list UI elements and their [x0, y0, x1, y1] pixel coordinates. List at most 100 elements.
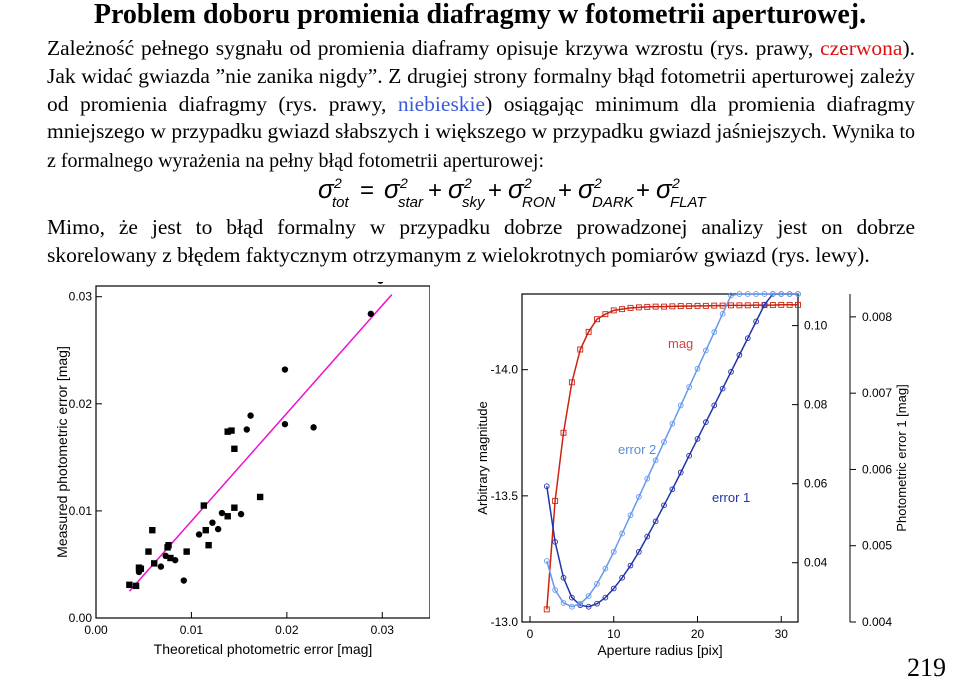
- formula-sigma-1: σ: [318, 176, 335, 204]
- curve-marker: [744, 291, 751, 297]
- aperture-plot-frame: [521, 293, 799, 623]
- curve-marker: [669, 303, 676, 310]
- curve-marker: [636, 494, 642, 500]
- scatter-point-square: [167, 554, 174, 562]
- aperture-y-left-label: Arbitrary magnitude: [475, 401, 490, 514]
- curve-marker: [686, 452, 692, 459]
- aperture-y-right-tick-label: 0.005: [862, 539, 892, 553]
- aperture-y-mid-tick-label: 0.04: [804, 556, 828, 570]
- curve-marker: [719, 310, 726, 317]
- scatter-plot-frame: [95, 285, 430, 619]
- aperture-x-tick-label: 30: [775, 627, 789, 641]
- curve-marker: [585, 603, 592, 610]
- curve-marker: [703, 347, 709, 354]
- curve-marker: [552, 539, 558, 545]
- curve-marker: [569, 603, 575, 610]
- curve-marker: [568, 379, 575, 386]
- scatter-point-circle: [310, 424, 317, 431]
- curve-marker: [686, 384, 692, 390]
- curve-marker: [677, 402, 684, 409]
- formula-sub-ron: RON: [522, 194, 556, 211]
- curve-marker: [644, 475, 651, 482]
- aperture-chart: 0 10 20 30 -14.0 -13.5 -13.0 0.10 0.08 0.06 0.04 0.…: [475, 291, 909, 658]
- aperture-y-left-tick-label: -13.5: [491, 489, 519, 503]
- scatter-x-tick-label: 0.00: [84, 623, 108, 637]
- curve-marker: [594, 316, 600, 323]
- curve-marker: [736, 352, 743, 358]
- scatter-point-circle: [281, 420, 289, 428]
- curve-error-2: [546, 293, 798, 608]
- scatter-point-circle: [195, 531, 203, 538]
- formula-sub-star: star: [398, 194, 424, 211]
- formula-exp-6: 2: [671, 176, 680, 191]
- formula-sigma-5: σ: [578, 176, 595, 204]
- curve-marker: [711, 402, 718, 409]
- formula-sub-tot: tot: [332, 194, 350, 211]
- formula-exp-4: 2: [523, 176, 532, 191]
- curve-marker: [728, 368, 734, 375]
- scatter-point-circle: [157, 563, 165, 570]
- scatter-y-tick-label: 0.03: [69, 290, 93, 304]
- scatter-point-square: [165, 541, 172, 549]
- intro-text-3: ) osiągając minimum dla promienia diafra…: [47, 91, 915, 144]
- curve-marker: [577, 346, 584, 353]
- scatter-y-tick-label: 0.01: [69, 504, 93, 518]
- curve-marker: [610, 585, 617, 592]
- curve-marker: [610, 307, 617, 314]
- formula-equals: =: [360, 177, 374, 204]
- curve-marker: [619, 574, 625, 581]
- curve-marker: [577, 600, 584, 607]
- scatter-point-circle: [367, 310, 375, 318]
- slide-title: Problem doboru promienia diafragmy w fot…: [93, 0, 867, 30]
- scatter-x-tick-label: 0.03: [371, 623, 395, 637]
- scatter-point-square: [149, 526, 156, 534]
- curve-marker: [543, 606, 550, 613]
- aperture-y-right-label: Photometric error 1 [mag]: [894, 384, 909, 531]
- scatter-point-square: [145, 548, 152, 555]
- scatter-x-tick-label: 0.02: [275, 623, 299, 637]
- aperture-y-left-tick-label: -14.0: [491, 363, 519, 377]
- scatter-y-axis-label: Measured photometric error [mag]: [54, 346, 70, 558]
- scatter-point-square: [183, 548, 190, 555]
- scatter-point-square: [228, 427, 235, 434]
- curve-marker: [778, 301, 785, 308]
- curve-marker: [585, 328, 592, 335]
- curve-marker: [594, 581, 600, 587]
- curve-marker: [627, 304, 634, 311]
- formula-sigma-3: σ: [448, 176, 465, 204]
- curve-marker: [627, 512, 634, 519]
- curve-marker: [543, 483, 550, 490]
- scatter-x-tick-label: 0.01: [180, 623, 204, 637]
- scatter-point-circle: [243, 426, 250, 433]
- formula-sigma-2: σ: [384, 176, 401, 204]
- red-curve-label: czerwona: [820, 36, 903, 60]
- formula-exp-1: 2: [333, 176, 342, 191]
- aperture-y-right-tick-label: 0.004: [862, 615, 892, 629]
- curve-marker: [795, 301, 801, 308]
- scatter-point-circle: [180, 577, 187, 584]
- curve-marker: [602, 311, 609, 318]
- curve-error-1: [546, 293, 798, 608]
- curve-marker: [761, 291, 768, 297]
- scatter-point-circle: [135, 568, 143, 576]
- aperture-x-tick-label: 10: [607, 627, 621, 641]
- scatter-point-square: [256, 493, 264, 501]
- curve-marker: [669, 420, 676, 427]
- curve-marker: [552, 587, 558, 593]
- curve-marker: [594, 600, 600, 607]
- aperture-y-left-tick-label: -13.0: [491, 615, 519, 629]
- aperture-x-axis-label: Aperture radius [pix]: [597, 642, 722, 658]
- curve-marker: [736, 302, 743, 309]
- scatter-point-square: [202, 526, 209, 534]
- curve-marker: [543, 558, 550, 564]
- curve-marker: [669, 486, 676, 493]
- formula-plus-1: +: [428, 177, 442, 204]
- mag-curve-label: mag: [668, 336, 693, 351]
- curve-marker: [744, 335, 751, 342]
- curve-marker: [711, 302, 718, 309]
- curve-marker: [677, 469, 684, 476]
- curve-marker: [795, 291, 801, 297]
- formula-sigma-6: σ: [656, 176, 673, 204]
- curve-marker: [753, 318, 759, 325]
- curve-marker: [753, 302, 760, 309]
